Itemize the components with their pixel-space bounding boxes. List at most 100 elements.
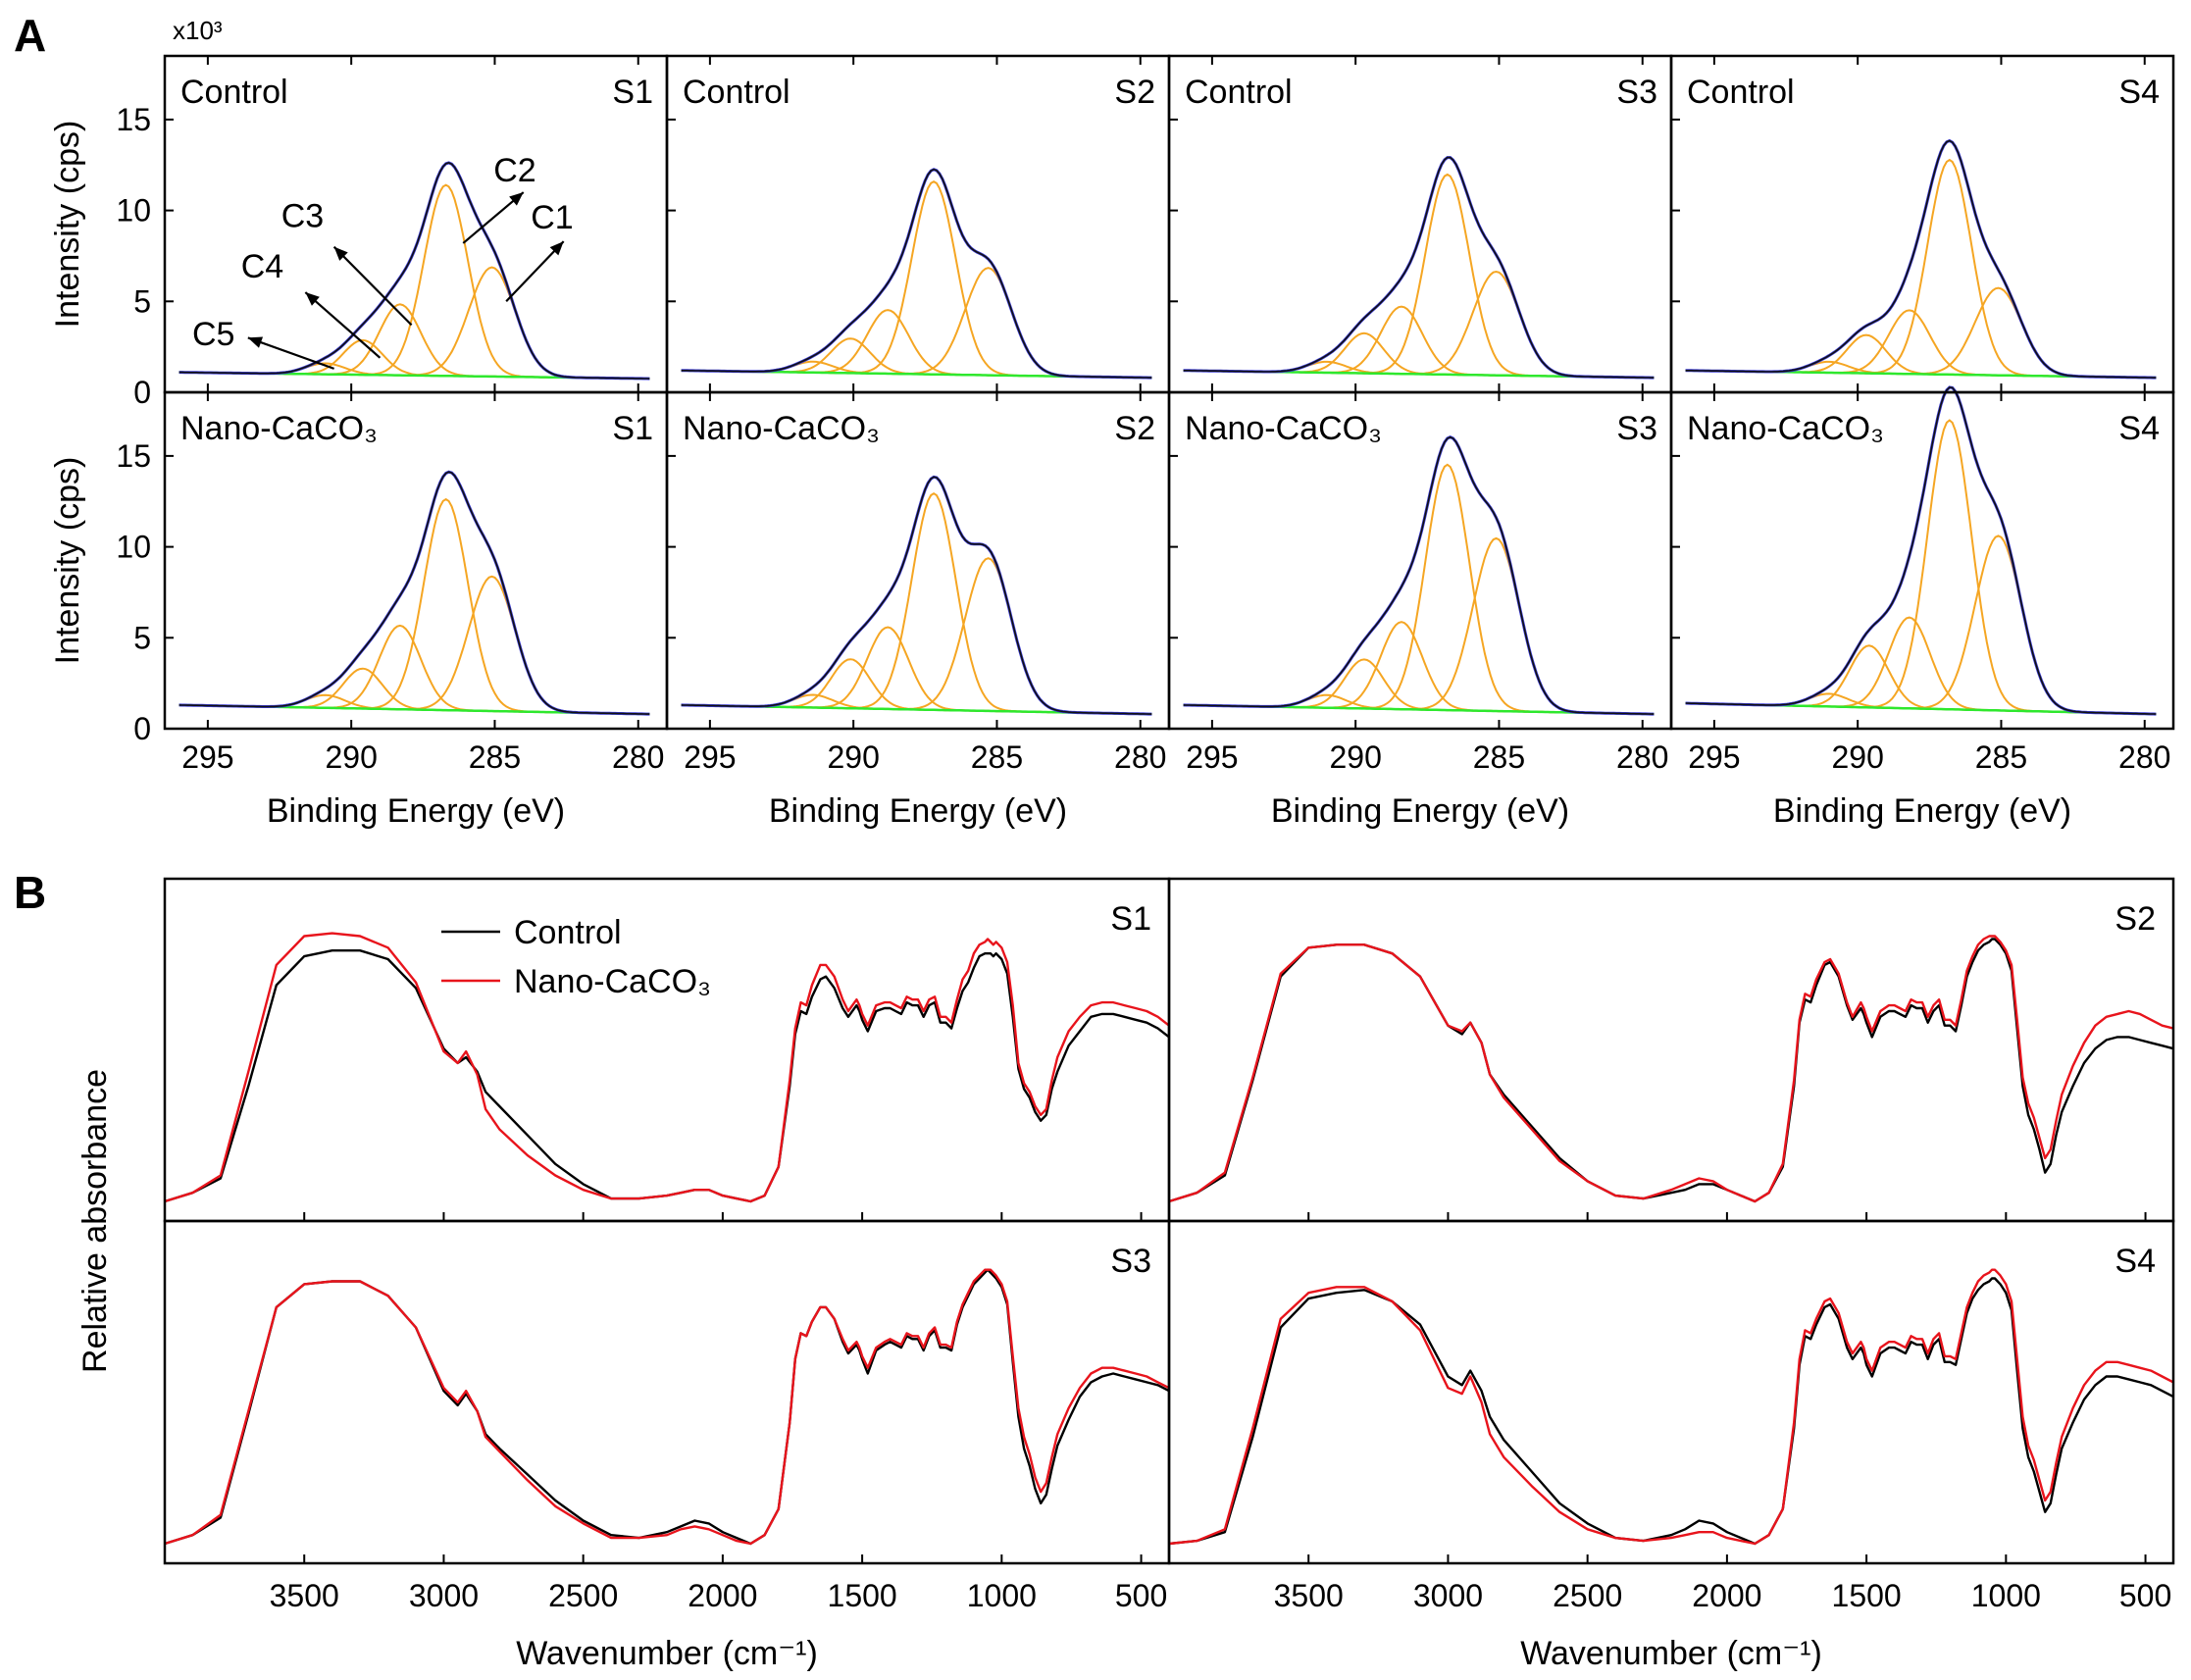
sample-label: S3: [1616, 74, 1657, 111]
component-peak-c3: [1685, 616, 2157, 716]
row-label: Control: [180, 74, 288, 111]
component-peak-c1: [1183, 536, 1655, 716]
measured-spectrum: [681, 168, 1152, 379]
y-tick-label: 10: [116, 530, 151, 565]
y-multiplier: x10³: [173, 16, 223, 45]
x-axis-title: Wavenumber (cm⁻¹): [1520, 1635, 1822, 1672]
x-tick-label: 3500: [270, 1578, 339, 1613]
nano-spectrum: [164, 1268, 1170, 1546]
x-axis-title: Binding Energy (eV): [267, 792, 565, 830]
x-tick-label: 500: [1115, 1578, 1167, 1613]
measured-spectrum: [1685, 386, 2157, 715]
ftir-subplot-s2: S2: [1167, 877, 2175, 1223]
component-peak-c3: [1183, 305, 1655, 380]
component-peak-c2: [1183, 463, 1655, 716]
x-tick-label: 3000: [1413, 1578, 1483, 1613]
row-label: Nano-CaCO₃: [1185, 410, 1382, 447]
y-tick-label: 5: [133, 283, 151, 319]
legend-label-control: Control: [514, 914, 622, 951]
x-tick-label: 280: [2118, 739, 2170, 775]
x-tick-label: 295: [1186, 739, 1238, 775]
x-tick-label: 295: [181, 739, 233, 775]
legend: Control Nano-CaCO₃: [441, 914, 711, 1000]
x-axis-title: Binding Energy (eV): [769, 792, 1067, 830]
subplot-frame: [1167, 1219, 2175, 1565]
x-tick-label: 285: [1975, 739, 2027, 775]
annotation-arrow-c4: [304, 291, 382, 359]
row-label: Nano-CaCO₃: [683, 410, 880, 447]
sample-label: S2: [1114, 74, 1155, 111]
x-tick-label: 2000: [688, 1578, 757, 1613]
component-peak-c3: [1685, 309, 2157, 380]
component-peak-c2: [1685, 419, 2157, 716]
measured-spectrum: [681, 476, 1152, 715]
fitted-envelope: [178, 470, 650, 716]
arrow-head: [509, 192, 524, 206]
subplot-frame: [163, 1219, 1171, 1565]
sample-label: S1: [612, 410, 653, 447]
subplot-frame: [1669, 390, 2175, 731]
component-peak-c1: [681, 267, 1152, 380]
annotation-arrow-c1: [505, 240, 565, 303]
measured-spectrum: [178, 471, 650, 715]
ftir-subplot-s3: S3 3500 3000 2500 2000 1500 1000 500 Wavenumber …: [163, 1219, 1171, 1672]
row-label: Control: [1185, 74, 1293, 111]
panel-a-letter: A: [14, 10, 46, 61]
nano-spectrum: [164, 932, 1170, 1203]
arrow-head: [333, 246, 348, 261]
sample-label: S4: [2115, 1243, 2156, 1280]
y-tick-label: 0: [133, 375, 151, 410]
annotation-arrow-c3: [332, 245, 413, 327]
x-tick-label: 3500: [1274, 1578, 1344, 1613]
nano-spectrum: [1168, 935, 2174, 1203]
panel-b-letter: B: [14, 867, 46, 918]
annotation-arrow-c5: [247, 336, 334, 370]
measured-spectrum: [178, 162, 650, 380]
sample-label: S3: [1616, 410, 1657, 447]
fitted-envelope: [1183, 435, 1655, 716]
x-tick-label: 280: [612, 739, 664, 775]
measured-spectrum: [1685, 139, 2157, 379]
fitted-envelope: [1183, 156, 1655, 380]
row-label: Nano-CaCO₃: [180, 410, 378, 447]
component-peak-c1: [1685, 535, 2157, 716]
xps-subplot-control-s3: Control S3: [1167, 54, 1673, 394]
ftir-subplot-s1: S1 Control Nano-CaCO₃: [163, 877, 1171, 1223]
sample-label: S1: [1110, 900, 1151, 938]
nano-spectrum: [1168, 1268, 2174, 1546]
component-peak-c1: [1685, 286, 2157, 380]
x-tick-label: 280: [1616, 739, 1668, 775]
x-tick-label: 280: [1114, 739, 1166, 775]
x-tick-label: 290: [325, 739, 377, 775]
xps-subplot-control-s2: Control S2: [665, 54, 1171, 394]
sample-label: S2: [2115, 900, 2156, 938]
measured-spectrum: [1183, 156, 1655, 379]
y-axis-title: Intensity (cps): [49, 457, 86, 665]
x-tick-label: 295: [1688, 739, 1740, 775]
row-label: Control: [683, 74, 790, 111]
arrow-head: [247, 336, 264, 348]
x-tick-label: 1000: [967, 1578, 1037, 1613]
y-tick-label: 5: [133, 620, 151, 655]
y-tick-label: 10: [116, 193, 151, 229]
x-tick-label: 285: [971, 739, 1023, 775]
x-tick-label: 1500: [828, 1578, 897, 1613]
sample-label: S3: [1110, 1243, 1151, 1280]
control-spectrum: [1168, 1277, 2174, 1546]
x-axis-title: Wavenumber (cm⁻¹): [516, 1635, 818, 1672]
xps-panel-group: 0 5 10 15 Intensity (cps) Control S1 C1 C2 C3 C4C5…: [49, 54, 2175, 830]
x-tick-label: 290: [827, 739, 879, 775]
row-label: Control: [1687, 74, 1795, 111]
x-axis-title: Binding Energy (eV): [1271, 792, 1569, 830]
component-peak-c1: [681, 557, 1152, 716]
measured-spectrum: [1183, 435, 1655, 715]
component-peak-c3: [681, 626, 1152, 716]
row-label: Nano-CaCO₃: [1687, 410, 1884, 447]
subplot-frame: [1167, 877, 2175, 1223]
y-tick-label: 15: [116, 438, 151, 474]
control-spectrum: [164, 949, 1170, 1203]
x-tick-label: 295: [684, 739, 736, 775]
arrow-head: [305, 292, 320, 306]
